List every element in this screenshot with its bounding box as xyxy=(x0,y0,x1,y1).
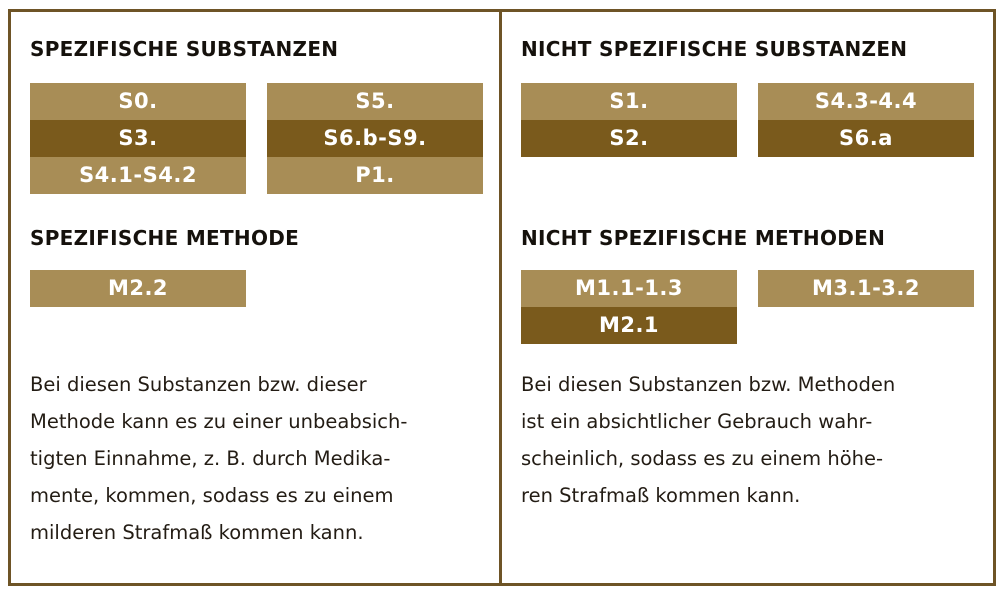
substance-cell-p1: P1. xyxy=(267,157,483,194)
right-explanation-text: Bei diesen Substanzen bzw. Methoden ist … xyxy=(521,366,895,514)
substance-cell-s2: S2. xyxy=(521,120,737,157)
method-cell-m3-1-3-2: M3.1-3.2 xyxy=(758,270,974,307)
method-cell-m1-1-1-3: M1.1-1.3 xyxy=(521,270,737,307)
substance-cell-s6a: S6.a xyxy=(758,120,974,157)
column-divider xyxy=(499,9,502,586)
text-line: tigten Einnahme, z. B. durch Medika- xyxy=(30,447,391,470)
method-cell-m2-2: M2.2 xyxy=(30,270,246,307)
substance-cell-s6b-s9: S6.b-S9. xyxy=(267,120,483,157)
text-line: Bei diesen Substanzen bzw. dieser xyxy=(30,373,367,396)
substance-cell-s4-1-s4-2: S4.1-S4.2 xyxy=(30,157,246,194)
text-line: milderen Strafmaß kommen kann. xyxy=(30,521,364,544)
text-line: ist ein absichtlicher Gebrauch wahr- xyxy=(521,410,873,433)
method-cell-m2-1: M2.1 xyxy=(521,307,737,344)
specific-substances-heading: SPEZIFISCHE SUBSTANZEN xyxy=(30,37,339,61)
substance-cell-s0: S0. xyxy=(30,83,246,120)
substance-cell-s3: S3. xyxy=(30,120,246,157)
substance-cell-s1: S1. xyxy=(521,83,737,120)
substance-cell-s4-3-4-4: S4.3-4.4 xyxy=(758,83,974,120)
text-line: ren Strafmaß kommen kann. xyxy=(521,484,801,507)
text-line: mente, kommen, sodass es zu einem xyxy=(30,484,394,507)
text-line: Bei diesen Substanzen bzw. Methoden xyxy=(521,373,896,396)
non-specific-methods-heading: NICHT SPEZIFISCHE METHODEN xyxy=(521,226,886,250)
outer-frame xyxy=(8,9,996,586)
non-specific-substances-heading: NICHT SPEZIFISCHE SUBSTANZEN xyxy=(521,37,908,61)
text-line: scheinlich, sodass es zu einem höhe- xyxy=(521,447,884,470)
left-explanation-text: Bei diesen Substanzen bzw. dieser Method… xyxy=(30,366,407,551)
substance-cell-s5: S5. xyxy=(267,83,483,120)
text-line: Methode kann es zu einer unbeabsich- xyxy=(30,410,408,433)
specific-method-heading: SPEZIFISCHE METHODE xyxy=(30,226,300,250)
